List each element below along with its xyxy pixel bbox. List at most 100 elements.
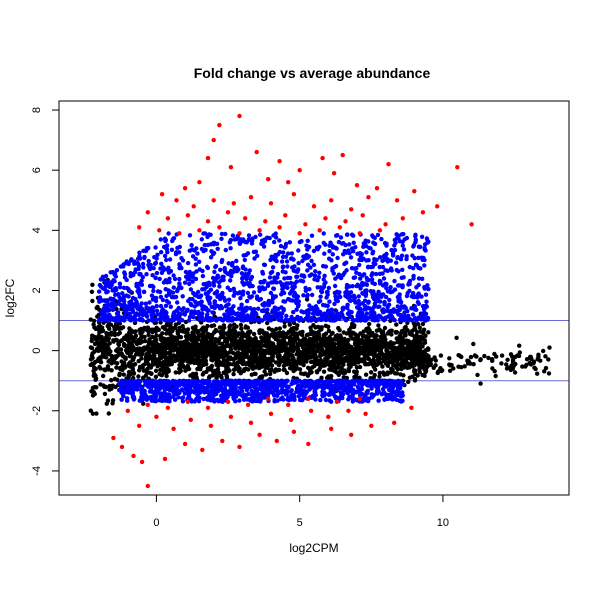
- data-point: [103, 338, 108, 343]
- data-point: [163, 237, 169, 243]
- data-point: [284, 281, 289, 286]
- data-point: [104, 290, 109, 295]
- data-point: [416, 255, 421, 261]
- chart-title: Fold change vs average abundance: [194, 65, 431, 81]
- data-point: [105, 307, 111, 312]
- data-point: [312, 273, 318, 278]
- data-point: [151, 284, 156, 290]
- data-point: [289, 314, 294, 320]
- data-point: [117, 372, 122, 378]
- data-point: [179, 256, 184, 261]
- data-point: [331, 368, 337, 373]
- data-point: [371, 350, 376, 355]
- data-point: [90, 385, 96, 391]
- data-point: [140, 365, 145, 370]
- data-point: [361, 241, 366, 246]
- data-point: [373, 367, 378, 372]
- data-point: [379, 352, 384, 357]
- data-point: [392, 355, 397, 361]
- data-point: [281, 335, 286, 340]
- data-point: [249, 372, 254, 377]
- data-point: [179, 361, 184, 366]
- data-point: [122, 271, 128, 277]
- data-point: [301, 336, 307, 342]
- data-point: [311, 351, 316, 356]
- data-point: [153, 357, 158, 362]
- data-point: [359, 357, 365, 362]
- data-point: [250, 315, 255, 321]
- data-point: [370, 271, 375, 276]
- data-point: [175, 328, 180, 334]
- data-point: [104, 351, 110, 356]
- data-point: [124, 293, 129, 298]
- data-point: [123, 344, 129, 349]
- data-point: [494, 354, 499, 359]
- data-point: [163, 287, 168, 292]
- data-point: [317, 244, 322, 249]
- data-point: [423, 370, 428, 375]
- data-point: [388, 318, 393, 323]
- data-point: [180, 354, 185, 359]
- data-point: [411, 266, 416, 271]
- data-point: [347, 284, 352, 289]
- data-point: [337, 346, 342, 352]
- data-point: [277, 330, 283, 335]
- data-point: [265, 283, 271, 288]
- data-point: [122, 313, 128, 319]
- data-point: [373, 333, 378, 338]
- data-point: [200, 273, 206, 279]
- data-point: [262, 262, 268, 268]
- data-point: [206, 308, 211, 313]
- data-point: [178, 344, 184, 349]
- data-point: [299, 332, 305, 338]
- data-point: [352, 341, 358, 346]
- data-point: [227, 343, 233, 349]
- data-point: [421, 327, 427, 332]
- data-point: [209, 333, 214, 339]
- data-point: [388, 370, 393, 375]
- data-point: [278, 280, 283, 285]
- data-point: [133, 313, 138, 318]
- data-point: [547, 345, 552, 350]
- data-point: [398, 352, 403, 358]
- data-point: [337, 316, 342, 322]
- data-point: [356, 294, 361, 299]
- data-point: [242, 257, 247, 263]
- data-point: [358, 276, 363, 281]
- data-point: [219, 231, 225, 237]
- data-point: [322, 281, 327, 287]
- data-point: [333, 355, 338, 360]
- data-point: [180, 294, 185, 299]
- data-point: [102, 391, 108, 397]
- data-point: [130, 295, 136, 301]
- data-point: [239, 357, 244, 362]
- data-point: [193, 371, 199, 376]
- data-point: [190, 279, 195, 284]
- data-point: [399, 360, 404, 365]
- data-point: [233, 399, 238, 404]
- data-point: [308, 368, 313, 374]
- data-point: [181, 382, 186, 387]
- data-point: [277, 326, 282, 331]
- data-point: [149, 371, 154, 376]
- data-point: [290, 298, 295, 303]
- data-point: [299, 317, 305, 322]
- data-point: [196, 354, 201, 359]
- data-point: [420, 321, 426, 327]
- data-point: [333, 337, 339, 342]
- data-point: [392, 318, 397, 323]
- data-point: [379, 292, 384, 297]
- data-point: [126, 375, 131, 380]
- data-point: [152, 295, 157, 301]
- data-point: [394, 322, 399, 327]
- data-point: [154, 308, 160, 314]
- data-point: [383, 344, 388, 349]
- data-point: [188, 336, 193, 342]
- data-point: [162, 366, 167, 371]
- data-point: [268, 318, 274, 323]
- data-point: [356, 351, 361, 356]
- data-point: [161, 316, 167, 322]
- data-point: [220, 341, 225, 347]
- data-point: [182, 280, 188, 285]
- data-point: [242, 339, 247, 344]
